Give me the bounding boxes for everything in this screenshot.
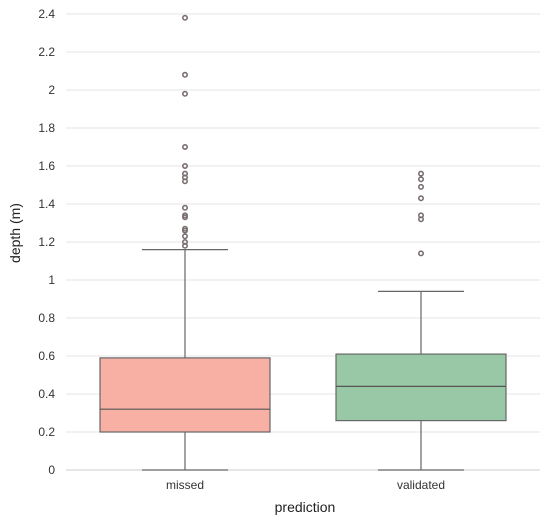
outlier-point-missed — [182, 163, 189, 170]
y-tick-label: 2 — [48, 83, 55, 97]
outlier-point-validated — [417, 176, 424, 183]
boxes — [99, 249, 507, 471]
outlier-point-validated — [417, 195, 424, 202]
outlier-point-missed — [182, 233, 189, 240]
x-tick-label-missed: missed — [166, 478, 204, 492]
box-missed — [99, 357, 271, 433]
outlier-point-validated — [417, 250, 424, 257]
outliers — [182, 14, 424, 257]
y-tick-label: 2.4 — [38, 7, 55, 21]
outlier-point-missed — [182, 71, 189, 78]
y-tick-label: 0 — [48, 463, 55, 477]
box-validated — [335, 353, 507, 422]
y-axis-title: depth (m) — [7, 203, 23, 263]
outlier-point-missed — [182, 144, 189, 151]
y-tick-label: 0.6 — [38, 349, 55, 363]
y-tick-label: 1.8 — [38, 121, 55, 135]
x-tick-label-validated: validated — [397, 478, 445, 492]
y-tick-label: 2.2 — [38, 45, 55, 59]
outlier-point-validated — [417, 183, 424, 190]
outlier-point-missed — [182, 225, 189, 232]
y-tick-label: 1.4 — [38, 197, 55, 211]
outlier-point-missed — [182, 90, 189, 97]
x-axis-title: prediction — [275, 499, 336, 515]
y-tick-label: 1 — [48, 273, 55, 287]
outlier-point-validated — [417, 212, 424, 219]
outlier-point-missed — [182, 204, 189, 211]
outlier-point-missed — [182, 170, 189, 177]
y-tick-label: 0.2 — [38, 425, 55, 439]
y-tick-label: 1.2 — [38, 235, 55, 249]
outlier-point-validated — [417, 170, 424, 177]
outlier-point-missed — [182, 239, 189, 246]
tick-labels: 0 0.2 0.4 0.6 0.8 1 1.2 1.4 1.6 1.8 2 2.2 2.4 missed v… — [38, 7, 445, 492]
y-tick-label: 1.6 — [38, 159, 55, 173]
y-tick-label: 0.4 — [38, 387, 55, 401]
y-tick-label: 0.8 — [38, 311, 55, 325]
outlier-point-missed — [182, 14, 189, 21]
outlier-point-missed — [182, 212, 189, 219]
